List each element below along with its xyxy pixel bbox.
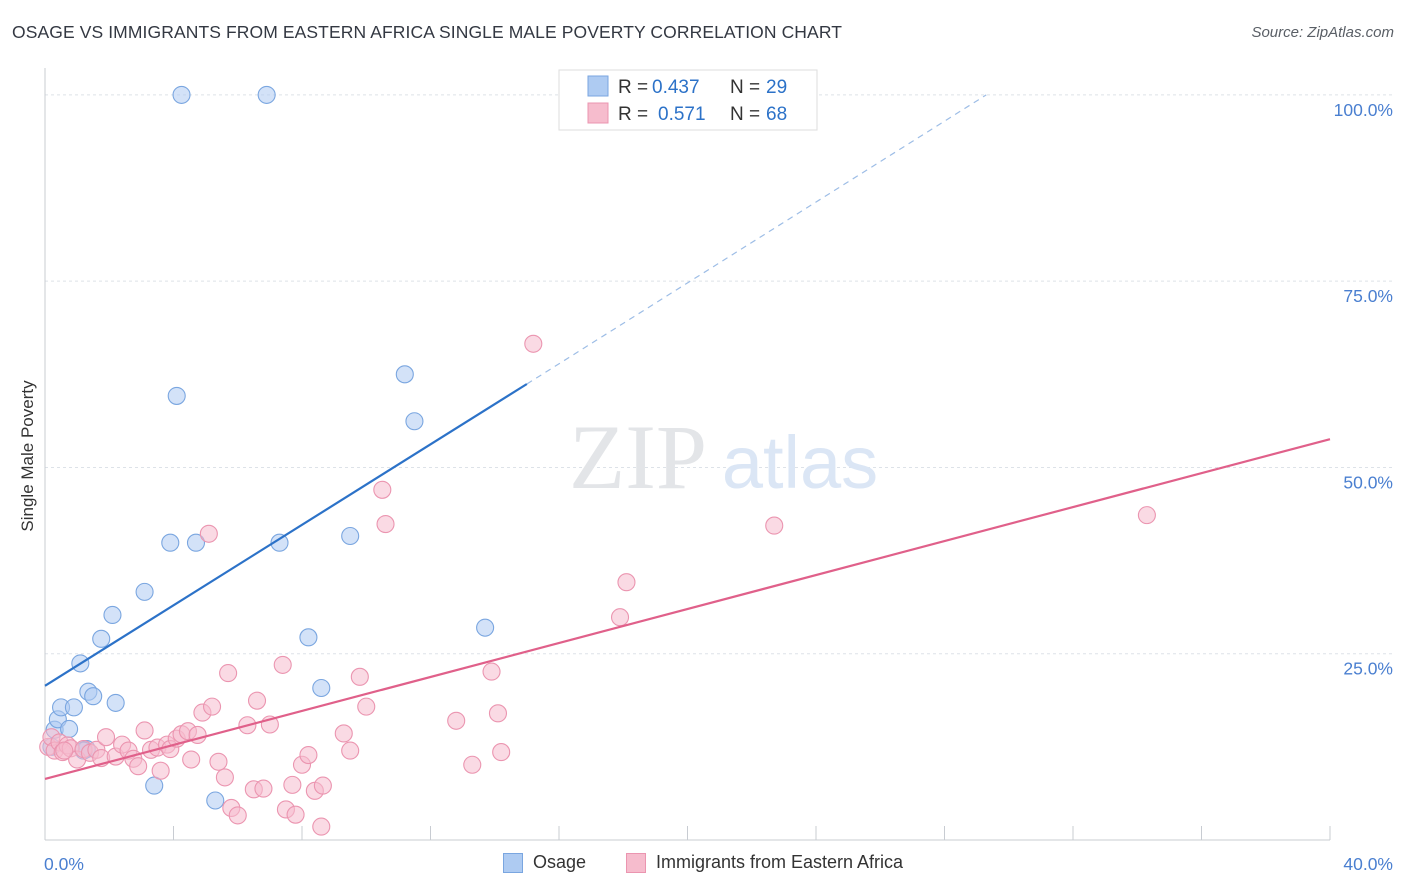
legend-n-label-osage: N = (730, 77, 760, 98)
eastern-africa-point (524, 334, 543, 353)
eastern-africa-point (273, 655, 292, 674)
legend-r-value-osage: 0.437 (652, 77, 700, 98)
osage-point (476, 618, 495, 637)
axes (44, 68, 1331, 841)
eastern-africa-point (203, 697, 222, 716)
tick-labels: 25.0% 50.0% 75.0% 100.0% 0.0% 40.0% (44, 100, 1393, 874)
eastern-africa-point (286, 805, 305, 824)
legend-swatch (502, 852, 523, 873)
eastern-africa-point (312, 817, 331, 836)
osage-trend-extension (526, 94, 987, 385)
legend-n-value-eastern-africa: 68 (766, 104, 787, 125)
eastern-africa-point (247, 691, 267, 710)
trend-lines (44, 94, 1331, 780)
source-label: Source: ZipAtlas.com (1251, 24, 1394, 41)
y-tick-label: 100.0% (1334, 100, 1393, 120)
osage-point (299, 628, 318, 647)
eastern-africa-point (215, 768, 234, 787)
legend-label: Immigrants from Eastern Africa (655, 852, 904, 872)
eastern-africa-point (492, 743, 511, 762)
eastern-africa-point (341, 741, 360, 760)
legend-swatch-eastern-africa (587, 102, 609, 124)
legend-r-label-eastern-africa: R = (618, 104, 648, 125)
watermark-zip: ZIP (569, 406, 707, 508)
eastern-africa-point (373, 480, 392, 499)
legend-n-value-osage: 29 (766, 77, 787, 98)
eastern-africa-point (151, 761, 170, 780)
legend-swatch (625, 852, 646, 873)
eastern-africa-point (463, 755, 482, 774)
eastern-africa-trend-line (44, 438, 1331, 780)
legend-r-value-eastern-africa: 0.571 (658, 104, 706, 125)
eastern-africa-point (350, 667, 369, 686)
osage-point (186, 533, 206, 552)
watermark-atlas: atlas (722, 421, 878, 504)
osage-point (270, 533, 289, 552)
x-tick-label: 40.0% (1343, 854, 1393, 874)
legend-bottom: Osage Immigrants from Eastern Africa (0, 852, 1406, 873)
eastern-africa-point (334, 724, 353, 743)
eastern-africa-point (254, 779, 273, 798)
eastern-africa-point (129, 757, 148, 776)
osage-point (64, 698, 83, 717)
eastern-africa-point (96, 728, 116, 747)
osage-point (135, 582, 154, 601)
eastern-africa-point (357, 697, 376, 716)
eastern-africa-point (199, 524, 218, 543)
osage-trend-line (44, 383, 528, 687)
osage-point (92, 629, 111, 648)
osage-point (257, 85, 276, 104)
osage-point (206, 791, 225, 810)
eastern-africa-point (299, 746, 318, 765)
eastern-africa-point (55, 741, 74, 760)
chart-title: OSAGE VS IMMIGRANTS FROM EASTERN AFRICA … (12, 22, 843, 42)
osage-point (405, 412, 424, 431)
legend-item-eastern-africa: Immigrants from Eastern Africa (625, 852, 904, 873)
legend-item-osage: Osage (502, 852, 586, 873)
legend-swatch-osage (587, 75, 609, 97)
eastern-africa-point (219, 664, 238, 683)
eastern-africa-point (482, 662, 501, 681)
eastern-africa-point (135, 721, 154, 740)
eastern-africa-point (182, 750, 201, 769)
eastern-africa-point (610, 608, 630, 627)
y-tick-label: 75.0% (1343, 286, 1393, 306)
osage-point (145, 776, 164, 795)
eastern-africa-point (313, 776, 332, 795)
y-tick-label: 25.0% (1343, 659, 1393, 679)
legend-n-label-eastern-africa: N = (730, 104, 760, 125)
osage-point (395, 365, 414, 384)
eastern-africa-point (1137, 506, 1156, 525)
osage-point (103, 605, 122, 625)
osage-point (172, 85, 191, 104)
grid-lines (45, 94, 1392, 655)
legend-top: R = 0.437 N = 29 R = 0.571 N = 68 (558, 69, 818, 131)
eastern-africa-point (209, 752, 228, 771)
eastern-africa-point (447, 711, 466, 730)
eastern-africa-point (228, 806, 247, 825)
osage-point (341, 526, 360, 546)
x-tick-label: 0.0% (44, 854, 84, 874)
y-tick-label: 50.0% (1343, 472, 1393, 492)
eastern-africa-point (376, 515, 395, 534)
osage-point (161, 533, 180, 552)
osage-point (312, 678, 331, 698)
osage-point (167, 386, 186, 405)
eastern-africa-point (488, 704, 508, 723)
osage-point (106, 693, 125, 712)
eastern-africa-point (283, 775, 302, 794)
osage-point (84, 687, 103, 706)
legend-r-label-osage: R = (618, 77, 648, 98)
eastern-africa-point (617, 573, 636, 592)
eastern-africa-point (765, 516, 784, 535)
legend-label: Osage (532, 852, 586, 872)
